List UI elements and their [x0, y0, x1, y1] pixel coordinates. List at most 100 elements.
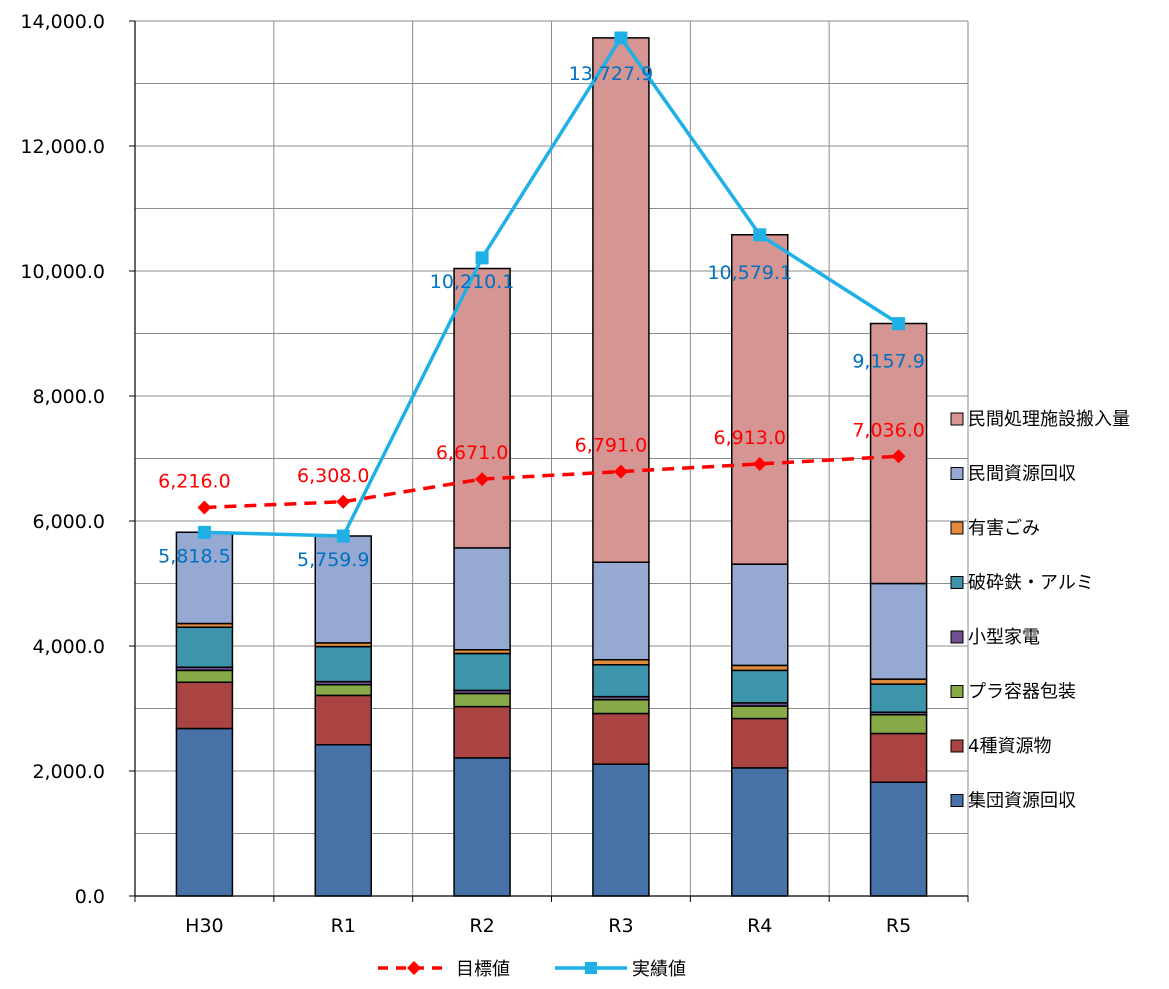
bar-r2-segment: [453, 267, 511, 549]
legend-swatch: [950, 739, 964, 753]
bar-r3-segment: [592, 699, 650, 715]
x-tick-label: R1: [331, 915, 356, 937]
bar-r5-segment: [869, 582, 928, 680]
legend-swatch: [950, 630, 964, 644]
actual-point: [753, 228, 767, 242]
actual-point: [336, 529, 350, 543]
target-data-label: 6,671.0: [436, 442, 509, 464]
bar-r3-segment: [592, 561, 650, 661]
bar-h30-segment: [175, 669, 234, 683]
y-tick-label: 10,000.0: [20, 261, 105, 283]
bar-r2-segment: [453, 705, 511, 759]
legend-target-marker: [407, 961, 421, 975]
x-tick-label: R5: [886, 915, 911, 937]
x-tick-label: R4: [747, 915, 772, 937]
bar-r1-segment: [314, 694, 372, 746]
bar-r5-segment: [869, 683, 928, 713]
actual-data-label: 9,157.9: [852, 351, 925, 373]
bar-h30-segment: [175, 727, 234, 897]
bar-r2-segment: [453, 652, 511, 692]
bar-r2-segment: [453, 547, 511, 651]
legend-swatch: [950, 794, 964, 807]
bar-r4-segment: [731, 563, 789, 667]
bar-r1-segment: [314, 535, 372, 644]
x-tick-label: H30: [185, 915, 223, 937]
data-labels: 6,216.0 6,308.0 6,671.0 6,791.0 6,913.0 7,036…: [158, 63, 925, 571]
y-tick-label: 0.0: [75, 886, 105, 908]
actual-data-label: 13,727.9: [569, 63, 654, 85]
legend-actual-marker: [585, 962, 597, 974]
actual-data-label: 10,210.1: [430, 271, 515, 293]
actual-point: [475, 251, 489, 265]
target-point: [197, 500, 212, 515]
actual-point: [892, 317, 906, 331]
bar-h30-segment: [175, 681, 234, 730]
target-point: [891, 449, 906, 464]
legend-swatch: [950, 412, 964, 426]
legend-target-label: 目標値: [456, 959, 510, 980]
x-tick-label: R3: [608, 915, 633, 937]
bar-r2-segment: [453, 692, 511, 708]
bar-r5-segment: [869, 732, 928, 783]
series-target-line: [204, 454, 899, 510]
legend-item-label: 民間資源回収: [968, 464, 1076, 485]
y-tick-label: 14,000.0: [20, 11, 105, 33]
actual-data-label: 10,579.1: [707, 262, 792, 284]
y-tick-label: 8,000.0: [32, 386, 105, 408]
legend-swatch: [950, 467, 964, 480]
bar-r5-segment: [869, 322, 928, 585]
legend-item-label: 4種資源物: [968, 736, 1051, 757]
bar-h30-segment: [175, 626, 234, 668]
bar-r3-segment: [592, 37, 650, 563]
target-data-label: 6,913.0: [713, 427, 786, 449]
bar-r1-segment: [314, 645, 372, 683]
actual-data-label: 5,759.9: [297, 549, 370, 571]
legend-item-label: 有害ごみ: [968, 518, 1040, 539]
bar-r1-segment: [314, 744, 372, 897]
legend-item-label: 集団資源回収: [968, 791, 1076, 812]
y-tick-label: 4,000.0: [32, 636, 105, 658]
bar-h30-segment: [175, 531, 234, 625]
x-tick-label: R2: [469, 915, 494, 937]
target-point: [613, 464, 628, 479]
target-data-label: 6,216.0: [158, 471, 231, 493]
bar-r3-segment: [592, 712, 650, 765]
bar-r4-segment: [731, 669, 789, 704]
bar-r3-segment: [592, 664, 650, 698]
actual-point: [614, 31, 628, 45]
bar-r5-segment: [869, 781, 928, 897]
legend-item-label: 破砕鉄・アルミ: [968, 573, 1094, 594]
series-actual-line: [204, 34, 900, 538]
target-point: [752, 456, 767, 471]
target-point: [475, 472, 490, 487]
bar-r1-segment: [314, 684, 372, 697]
legend-item-label: 民間処理施設搬入量: [968, 409, 1130, 430]
legend-actual-label: 実績値: [632, 959, 686, 980]
actual-data-label: 5,818.5: [158, 545, 231, 567]
y-tick-label: 6,000.0: [32, 511, 105, 533]
bar-r3-segment: [592, 763, 650, 897]
bar-r5-segment: [869, 714, 928, 735]
target-data-label: 6,791.0: [575, 435, 648, 457]
bar-r4-segment: [731, 705, 789, 720]
legend-item-label: 小型家電: [968, 627, 1040, 648]
legend-bottom: 目標値 実績値: [378, 959, 686, 980]
legend-item-label: プラ容器包装: [968, 682, 1076, 703]
x-axis-ticks: H30 R1 R2 R3 R4 R5: [134, 896, 969, 937]
y-tick-label: 2,000.0: [32, 761, 105, 783]
legend-swatch: [950, 685, 964, 698]
target-data-label: 7,036.0: [852, 419, 925, 441]
y-tick-label: 12,000.0: [20, 136, 105, 158]
actual-point: [197, 525, 211, 539]
bar-r4-segment: [731, 234, 789, 565]
bar-r4-segment: [731, 717, 789, 769]
legend-swatch: [950, 521, 964, 535]
target-point: [336, 494, 351, 509]
target-data-label: 6,308.0: [297, 465, 370, 487]
legend-swatch: [950, 576, 964, 589]
line-series: [197, 31, 906, 543]
bar-stacks: [175, 37, 928, 897]
bar-r2-segment: [453, 757, 511, 897]
